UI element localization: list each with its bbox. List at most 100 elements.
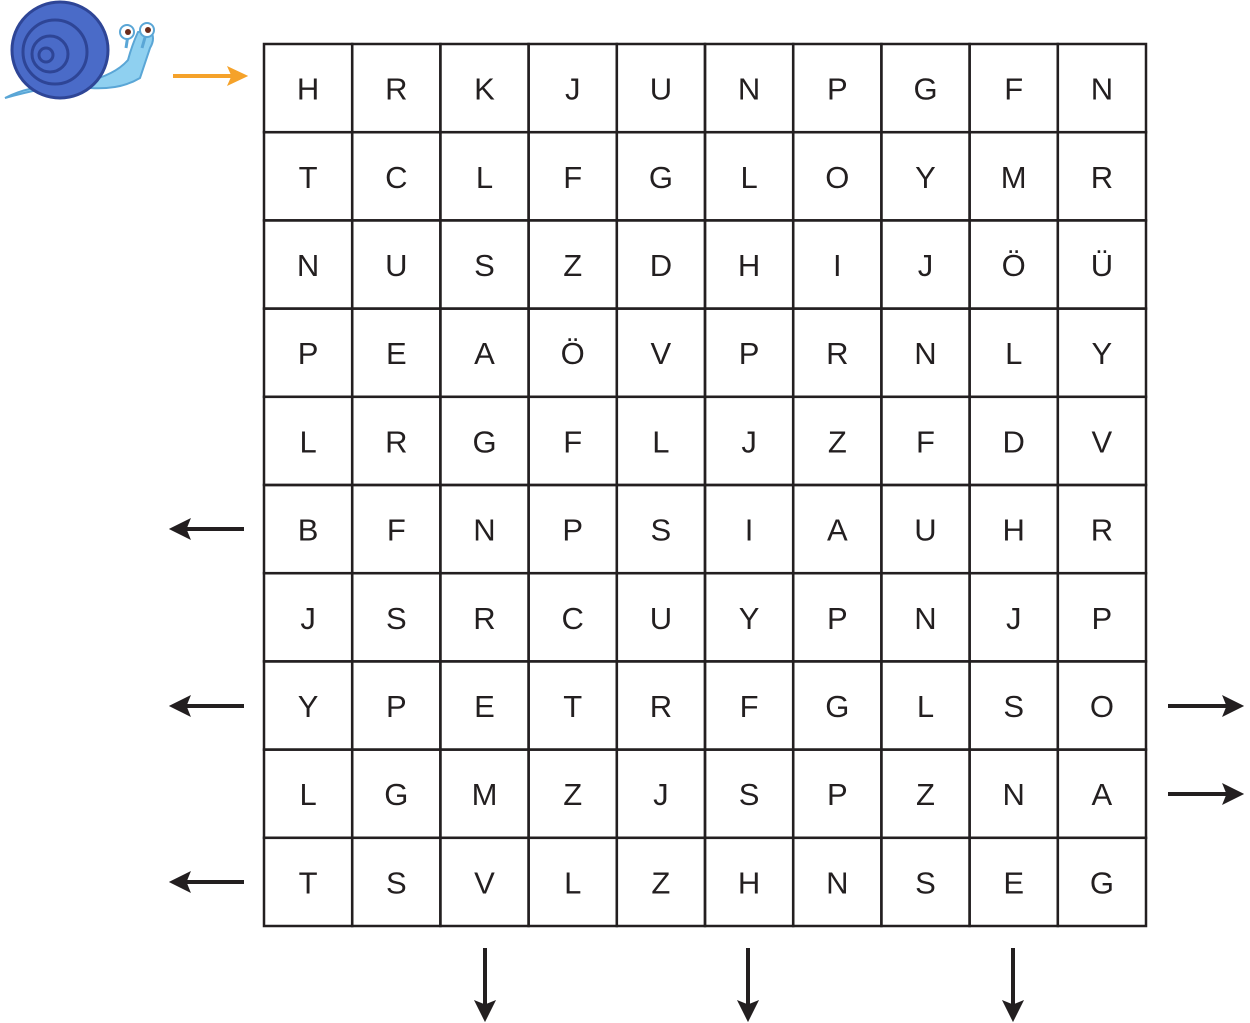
cell-letter: A	[827, 513, 848, 548]
cell-letter: L	[564, 865, 581, 900]
cell-letter: C	[385, 160, 407, 195]
cell-letter: P	[386, 689, 407, 724]
cell-letter: P	[1092, 601, 1113, 636]
cell-letter: G	[913, 72, 937, 107]
cell-letter: J	[918, 248, 934, 283]
cell-letter: N	[738, 72, 760, 107]
cell-letter: S	[386, 865, 407, 900]
cell-letter: G	[472, 424, 496, 459]
cell-letter: L	[476, 160, 493, 195]
cell-letter: Z	[651, 865, 670, 900]
cell-letter: H	[297, 72, 319, 107]
cell-letter: Z	[916, 777, 935, 812]
cell-letter: R	[473, 601, 495, 636]
cell-letter: L	[917, 689, 934, 724]
cell-letter: R	[650, 689, 672, 724]
cell-letter: G	[1090, 865, 1114, 900]
cell-letter: P	[739, 336, 760, 371]
cell-letter: H	[738, 248, 760, 283]
grid-cell	[1056, 836, 1148, 928]
cell-letter: T	[299, 865, 318, 900]
cell-letter: O	[1090, 689, 1114, 724]
cell-letter: Ü	[1091, 248, 1113, 283]
cell-letter: J	[300, 601, 316, 636]
cell-letter: G	[384, 777, 408, 812]
exit-arrows	[168, 517, 1245, 1023]
cell-letter: R	[1091, 160, 1113, 195]
cell-letter: V	[474, 865, 495, 900]
cell-letter: F	[740, 689, 759, 724]
cell-letter: P	[562, 513, 583, 548]
cell-letter: E	[474, 689, 495, 724]
cell-letter: N	[914, 601, 936, 636]
cell-letter: N	[826, 865, 848, 900]
cell-letter: C	[562, 601, 584, 636]
cell-letter: L	[652, 424, 669, 459]
cell-letter: T	[563, 689, 582, 724]
cell-letter: U	[914, 513, 936, 548]
cell-letter: Y	[1092, 336, 1113, 371]
cell-letter: F	[916, 424, 935, 459]
cell-letter: Ö	[561, 336, 585, 371]
cell-letter: Z	[563, 248, 582, 283]
cell-letter: I	[833, 248, 842, 283]
cell-letter: S	[739, 777, 760, 812]
cell-letter: S	[386, 601, 407, 636]
cell-letter: S	[1003, 689, 1024, 724]
cell-letter: J	[1006, 601, 1022, 636]
cell-letter: U	[650, 72, 672, 107]
cell-letter: Ö	[1002, 248, 1026, 283]
cell-letter: I	[745, 513, 754, 548]
cell-letter: F	[387, 513, 406, 548]
cell-letter: L	[740, 160, 757, 195]
cell-letter: F	[563, 424, 582, 459]
cell-letter: G	[825, 689, 849, 724]
cell-letter: R	[826, 336, 848, 371]
cell-letter: Y	[915, 160, 936, 195]
cell-letter: N	[914, 336, 936, 371]
cell-letter: R	[385, 424, 407, 459]
start-arrow	[173, 65, 249, 87]
cell-letter: P	[827, 777, 848, 812]
cell-letter: P	[298, 336, 319, 371]
cell-letter: V	[651, 336, 672, 371]
cell-letter: U	[385, 248, 407, 283]
cell-letter: D	[650, 248, 672, 283]
cell-letter: T	[299, 160, 318, 195]
cell-letter: J	[565, 72, 581, 107]
cell-letter: D	[1003, 424, 1025, 459]
snail	[4, 0, 155, 100]
cell-letter: R	[385, 72, 407, 107]
cell-letter: G	[649, 160, 673, 195]
letter-grid: H R K J U N P G F N T C L F G L O Y M R N U S Z D H I J Ö Ü P E A Ö V P R N L Y…	[262, 42, 1148, 928]
cell-letter: Y	[298, 689, 319, 724]
cell-letter: H	[1003, 513, 1025, 548]
cell-letter: B	[298, 513, 319, 548]
cell-letter: P	[827, 601, 848, 636]
cell-letter: U	[650, 601, 672, 636]
cell-letter: F	[1004, 72, 1023, 107]
cell-letter: S	[651, 513, 672, 548]
cell-letter: H	[738, 865, 760, 900]
cell-letter: V	[1092, 424, 1113, 459]
cell-letter: O	[825, 160, 849, 195]
cell-letter: A	[474, 336, 495, 371]
cell-letter: Z	[828, 424, 847, 459]
cell-letter: S	[915, 865, 936, 900]
cell-letter: L	[1005, 336, 1022, 371]
cell-letter: J	[653, 777, 669, 812]
cell-letter: N	[297, 248, 319, 283]
cell-letter: M	[1001, 160, 1027, 195]
cell-letter: L	[299, 424, 316, 459]
cell-letter: J	[741, 424, 757, 459]
cell-letter: M	[472, 777, 498, 812]
cell-letter: N	[473, 513, 495, 548]
cell-letter: L	[299, 777, 316, 812]
cell-letter: P	[827, 72, 848, 107]
cell-letter: E	[1003, 865, 1024, 900]
cell-letter: F	[563, 160, 582, 195]
arrows	[168, 65, 1245, 1023]
cell-letter: S	[474, 248, 495, 283]
cell-letter: A	[1092, 777, 1113, 812]
